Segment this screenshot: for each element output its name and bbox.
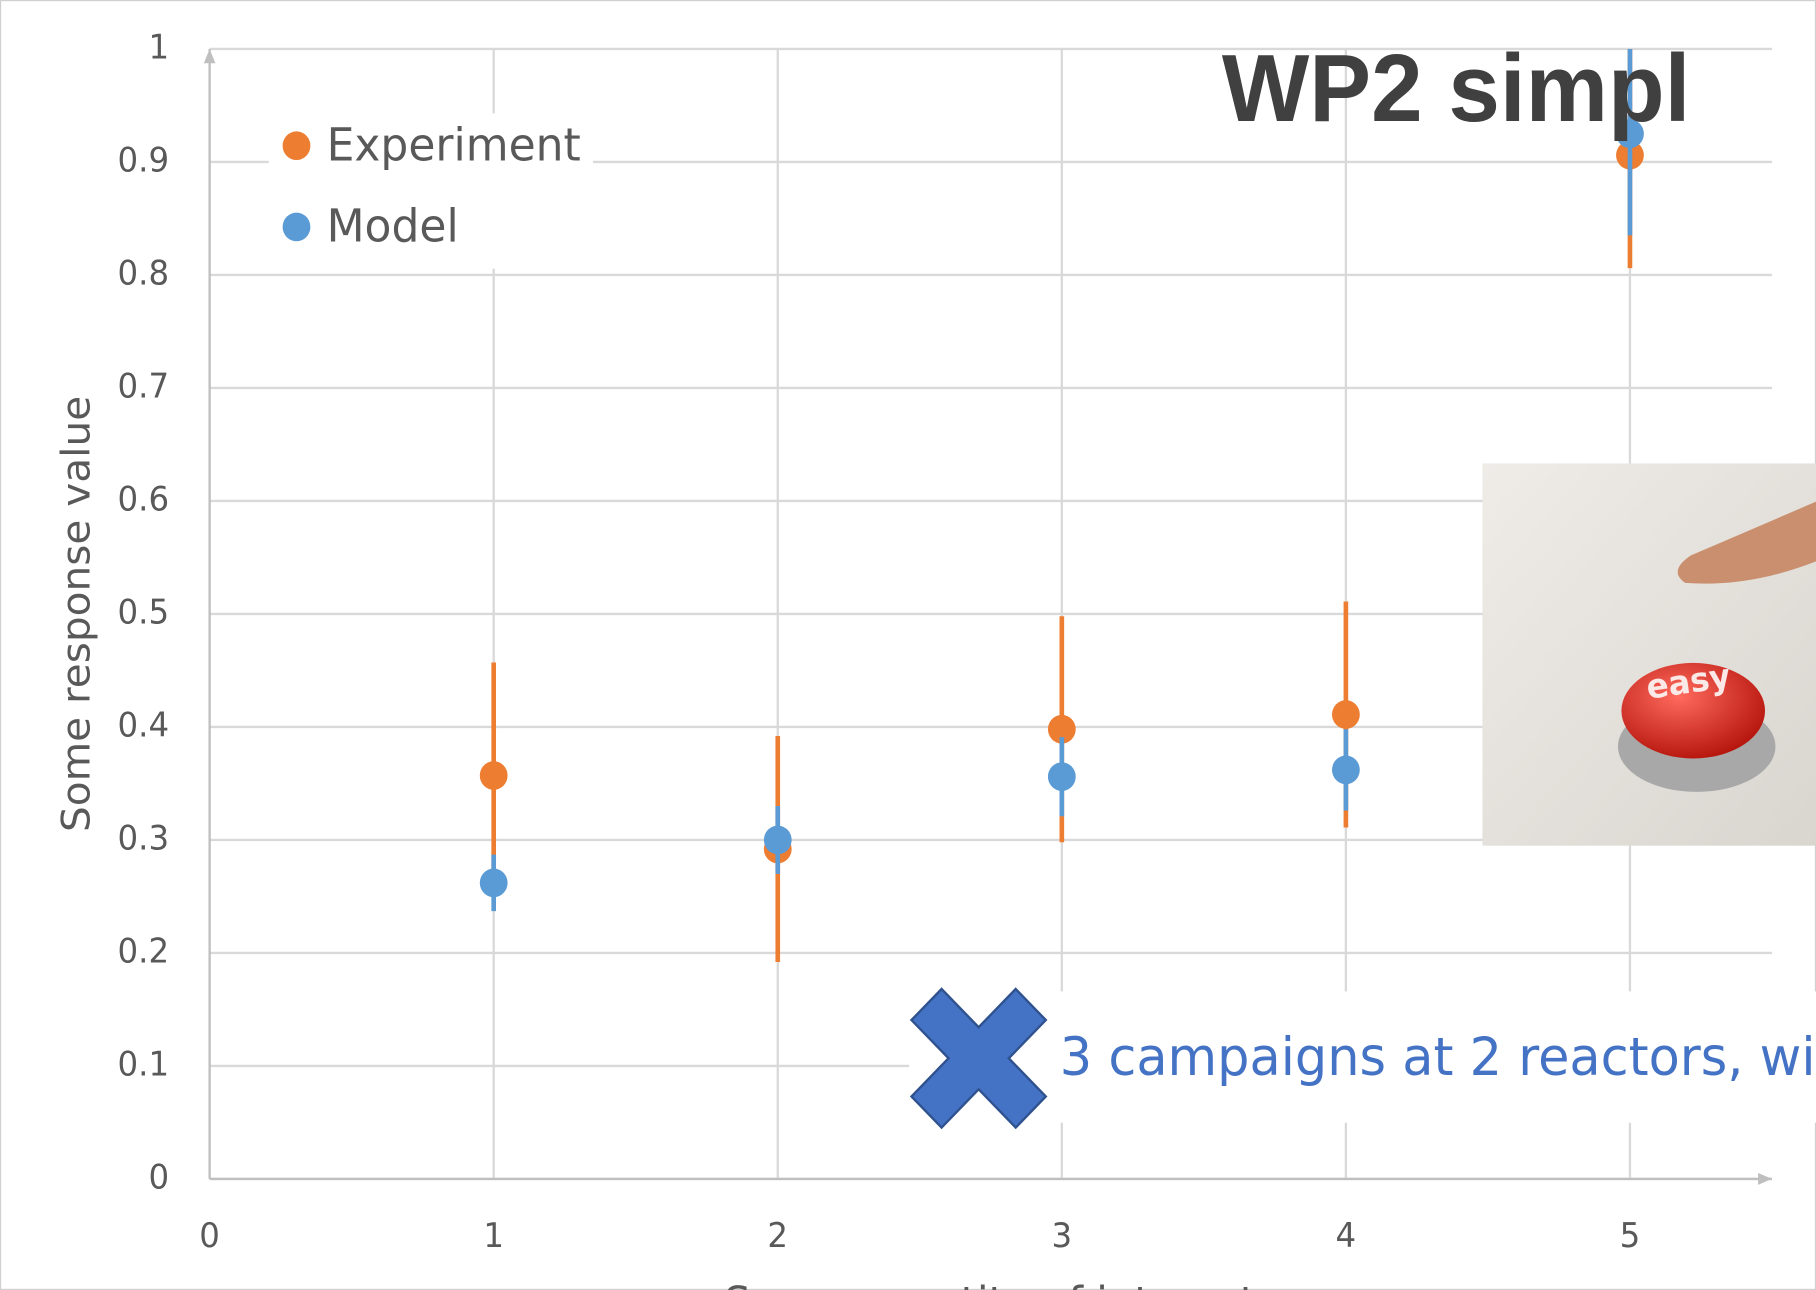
x-tick-label: 5 <box>1620 1216 1641 1256</box>
x-tick-label: 1 <box>483 1216 504 1256</box>
photo: easy <box>1482 463 1816 846</box>
annotation-text: 3 campaigns at 2 reactors, wit <box>1060 1027 1816 1088</box>
data-point <box>1331 700 1360 729</box>
x-tick-label: 4 <box>1336 1216 1357 1256</box>
legend-label: Model <box>327 200 459 253</box>
slide-title: WP2 simpl <box>1222 34 1690 141</box>
x-axis-arrow <box>1758 1172 1772 1185</box>
y-tick-label: 0.5 <box>118 592 170 632</box>
legend-marker <box>282 212 311 242</box>
x-tick-label: 3 <box>1052 1216 1073 1256</box>
x-axis-label: Some quantity of interest <box>724 1278 1256 1290</box>
y-axis-arrow <box>203 48 216 64</box>
y-tick-label: 0.2 <box>118 931 170 971</box>
y-axis-label: Some response value <box>54 396 99 832</box>
legend: Experiment Model <box>268 113 593 269</box>
y-tick-label: 0.9 <box>118 140 170 180</box>
y-tick-label: 1 <box>148 27 169 67</box>
y-tick-label: 0.1 <box>118 1044 170 1084</box>
y-tick-label: 0.6 <box>118 479 170 519</box>
data-point <box>763 825 792 855</box>
data-point <box>479 761 508 790</box>
data-point <box>1331 755 1360 785</box>
data-point <box>1616 119 1644 149</box>
x-tick-label: 0 <box>199 1216 220 1256</box>
legend-marker <box>282 131 311 161</box>
data-point <box>1047 714 1076 744</box>
x-tick-label: 2 <box>767 1216 788 1256</box>
legend-box <box>268 113 593 269</box>
data-point <box>479 868 508 898</box>
y-tick-label: 0 <box>148 1157 169 1197</box>
y-tick-label: 0.8 <box>118 253 170 293</box>
plot-area: 0 0.1 0.2 0.3 0.4 0.5 0.6 0.7 0.8 0.9 1 0 1 2 3 4 5 Exper… <box>118 27 1772 1255</box>
annotation: 3 campaigns at 2 reactors, wit <box>909 987 1816 1130</box>
y-tick-label: 0.3 <box>118 818 170 858</box>
legend-label: Experiment <box>327 119 581 172</box>
y-tick-label: 0.4 <box>118 705 170 745</box>
data-point <box>1047 762 1076 791</box>
y-tick-label: 0.7 <box>118 366 170 406</box>
